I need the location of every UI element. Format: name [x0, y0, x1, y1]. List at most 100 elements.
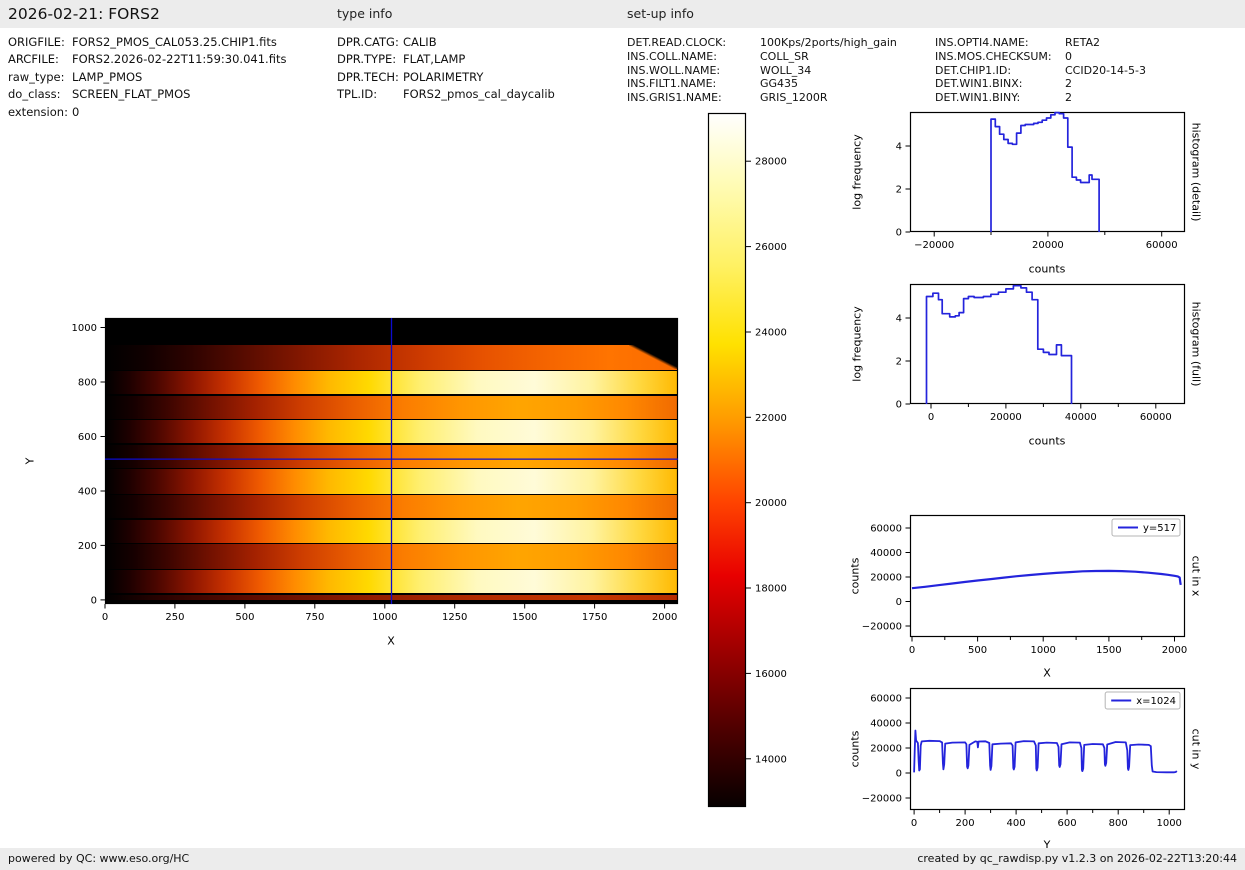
meta-label: ARCFILE: — [8, 52, 59, 67]
meta-label: DET.WIN1.BINX: — [935, 77, 1023, 91]
meta-row: TPL.ID: FORS2_pmos_cal_daycalib — [337, 86, 555, 103]
meta-row: DET.WIN1.BINX: 2 — [935, 77, 1146, 91]
meta-value: SCREEN_FLAT_PMOS — [72, 87, 191, 102]
svg-text:20000: 20000 — [1032, 240, 1064, 251]
meta-row: INS.GRIS1.NAME: GRIS_1200R — [627, 91, 897, 105]
main-ccd-image-plot: 0 250 500 750 1000 1250 1500 1750 2000 0 200 400 600… — [72, 317, 679, 623]
meta-row: DET.WIN1.BINY: 2 — [935, 91, 1146, 105]
cut-x-canvas: 0 500 1000 1500 2000 −20000 0 20000 40000 60000 y=… — [862, 514, 1187, 656]
meta-label: DET.CHIP1.ID: — [935, 63, 1012, 77]
meta-row: ARCFILE: FORS2.2026-02-22T11:59:30.041.fi… — [8, 51, 286, 68]
meta-value: 0 — [72, 104, 80, 119]
meta-label: INS.MOS.CHECKSUM: — [935, 49, 1052, 63]
svg-text:500: 500 — [968, 645, 987, 656]
meta-value: FORS2_pmos_cal_daycalib — [403, 87, 555, 102]
meta-row: DET.READ.CLOCK: 100Kps/2ports/high_gain — [627, 36, 897, 50]
meta-label: DET.WIN1.BINY: — [935, 91, 1021, 105]
meta-row: INS.OPTI4.NAME: RETA2 — [935, 36, 1146, 50]
meta-row: INS.COLL.NAME: COLL_SR — [627, 50, 897, 64]
svg-text:60000: 60000 — [870, 694, 902, 705]
meta-label: INS.COLL.NAME: — [627, 49, 717, 63]
svg-text:1500: 1500 — [512, 612, 537, 623]
hist-detail-ylabel: log frequency — [850, 134, 864, 210]
svg-text:0: 0 — [91, 595, 97, 606]
top-header-bar: 2026-02-21: FORS2 type info set-up info — [0, 0, 1245, 28]
meta-value: CCID20-14-5-3 — [1065, 63, 1146, 77]
meta-value: 2 — [1065, 77, 1072, 91]
meta-label: DPR.TECH: — [337, 69, 399, 84]
meta-row: INS.FILT1.NAME: GG435 — [627, 77, 897, 91]
meta-value: 100Kps/2ports/high_gain — [760, 36, 897, 49]
svg-text:−20000: −20000 — [862, 622, 902, 633]
svg-text:1000: 1000 — [1156, 818, 1181, 829]
hist-detail-xlabel: counts — [1028, 262, 1066, 276]
svg-text:40000: 40000 — [870, 719, 902, 730]
footer-created-by: created by qc_rawdisp.py v1.2.3 on 2026-… — [917, 852, 1237, 865]
cut-in-x-plot: 0 500 1000 1500 2000 −20000 0 20000 40000 60000 y=… — [862, 514, 1187, 656]
meta-value: 2 — [1065, 91, 1072, 105]
svg-text:24000: 24000 — [755, 328, 787, 339]
meta-label: DPR.TYPE: — [337, 52, 397, 67]
colorbar-gradient — [708, 113, 746, 807]
setup-info-table-a: DET.READ.CLOCK: 100Kps/2ports/high_gain I… — [627, 36, 897, 105]
meta-label: INS.WOLL.NAME: — [627, 63, 721, 77]
footer-powered-by: powered by QC: www.eso.org/HC — [8, 852, 190, 865]
svg-text:−20000: −20000 — [914, 240, 954, 251]
svg-text:x=1024: x=1024 — [1136, 696, 1176, 707]
page-title: 2026-02-21: FORS2 — [8, 5, 160, 23]
hist-full-xlabel: counts — [1028, 434, 1066, 448]
svg-text:0: 0 — [896, 400, 902, 411]
svg-text:40000: 40000 — [1065, 412, 1097, 423]
svg-text:0: 0 — [928, 412, 934, 423]
svg-text:1750: 1750 — [582, 612, 607, 623]
main-image-canvas: 0 250 500 750 1000 1250 1500 1750 2000 0 200 400 600… — [72, 317, 679, 623]
bottom-status-bar: powered by QC: www.eso.org/HC created by… — [0, 848, 1245, 870]
cut-x-right-label: cut in x — [1189, 555, 1203, 597]
hist-full-ylabel: log frequency — [850, 306, 864, 382]
svg-text:20000: 20000 — [755, 498, 787, 509]
svg-text:0: 0 — [896, 769, 902, 780]
svg-text:2: 2 — [896, 185, 902, 196]
svg-text:4: 4 — [896, 314, 902, 325]
main-image-xlabel: X — [387, 634, 395, 648]
meta-row: do_class: SCREEN_FLAT_PMOS — [8, 86, 286, 103]
svg-text:1250: 1250 — [442, 612, 467, 623]
meta-label: extension: — [8, 104, 68, 119]
meta-row: DPR.CATG: CALIB — [337, 34, 555, 51]
cut-y-ylabel: counts — [848, 730, 862, 768]
meta-value: GRIS_1200R — [760, 91, 828, 105]
svg-text:1000: 1000 — [72, 323, 97, 334]
svg-text:400: 400 — [78, 487, 97, 498]
meta-value: WOLL_34 — [760, 63, 812, 77]
svg-text:40000: 40000 — [870, 548, 902, 559]
svg-text:0: 0 — [102, 612, 108, 623]
meta-value: LAMP_PMOS — [72, 69, 143, 84]
cut-y-canvas: 0 200 400 600 800 1000 −20000 0 20000 40000 60000 x… — [862, 687, 1186, 829]
meta-row: ORIGFILE: FORS2_PMOS_CAL053.25.CHIP1.fits — [8, 34, 286, 51]
svg-text:1000: 1000 — [1030, 645, 1055, 656]
meta-label: ORIGFILE: — [8, 35, 65, 49]
svg-text:400: 400 — [1007, 818, 1026, 829]
svg-text:800: 800 — [1109, 818, 1128, 829]
meta-label: DPR.CATG: — [337, 35, 399, 49]
svg-text:600: 600 — [1058, 818, 1077, 829]
svg-text:20000: 20000 — [870, 573, 902, 584]
hist-detail-right-label: histogram (detail) — [1189, 122, 1203, 222]
meta-label: DET.READ.CLOCK: — [627, 36, 727, 49]
svg-text:1000: 1000 — [372, 612, 397, 623]
svg-text:500: 500 — [235, 612, 254, 623]
meta-value: COLL_SR — [760, 49, 809, 63]
meta-row: DPR.TECH: POLARIMETRY — [337, 69, 555, 86]
histogram-full-plot: 0 20000 40000 60000 0 2 4 — [896, 283, 1186, 423]
cut-in-y-plot: 0 200 400 600 800 1000 −20000 0 20000 40000 60000 x… — [862, 687, 1186, 829]
svg-text:18000: 18000 — [755, 584, 787, 595]
meta-label: INS.OPTI4.NAME: — [935, 36, 1029, 49]
svg-text:1500: 1500 — [1096, 645, 1121, 656]
colorbar: 14000 16000 18000 20000 22000 24000 26000 28000 — [707, 112, 787, 808]
svg-text:26000: 26000 — [755, 242, 787, 253]
cut-y-xlabel: Y — [1043, 838, 1051, 852]
meta-label: raw_type: — [8, 69, 65, 84]
meta-value: 0 — [1065, 49, 1072, 63]
svg-text:0: 0 — [909, 645, 915, 656]
